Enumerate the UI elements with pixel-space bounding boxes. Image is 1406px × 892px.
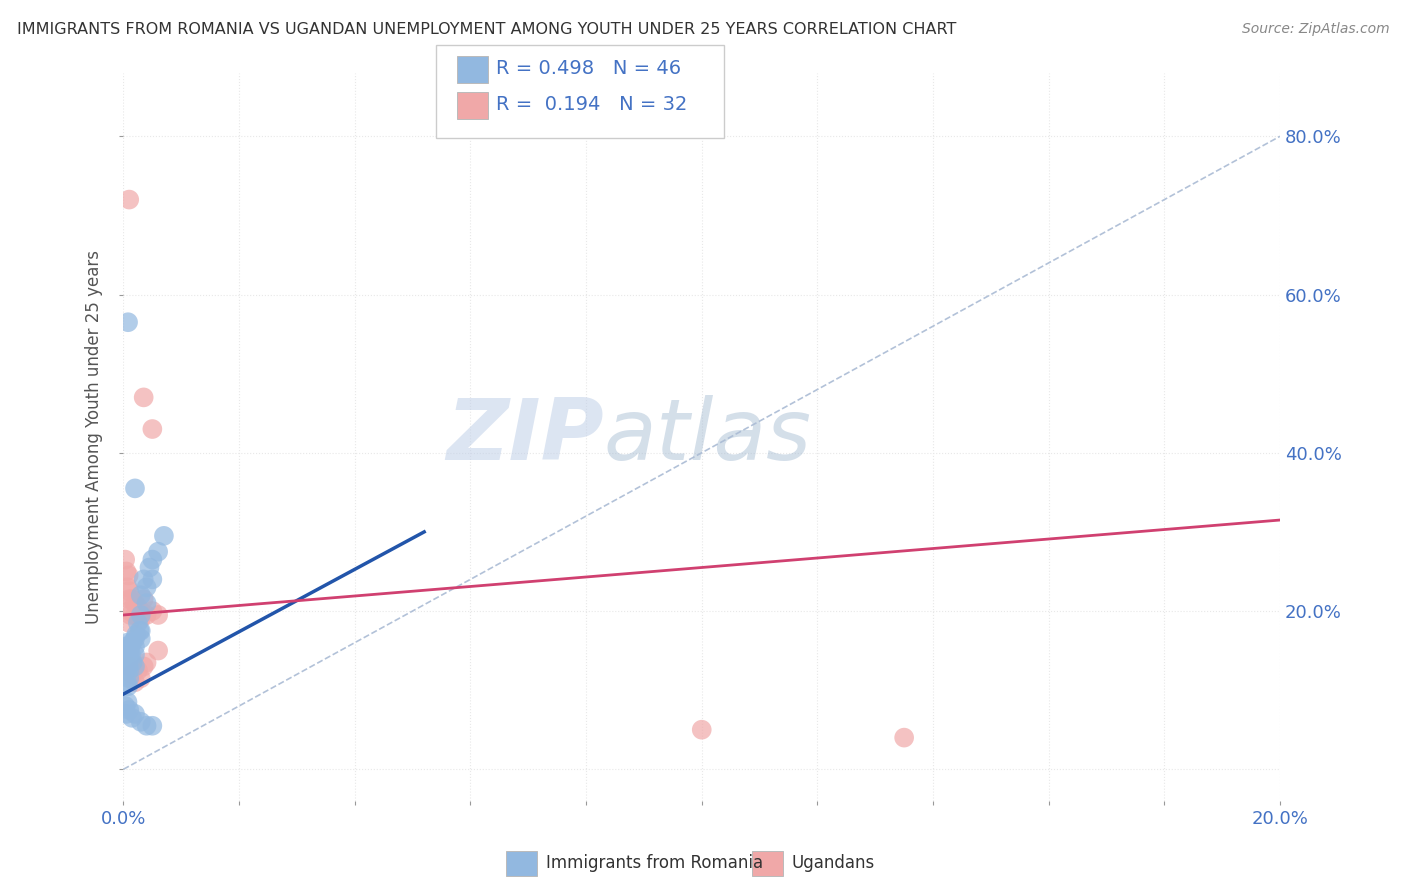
Point: [115, 648, 138, 662]
Point: [135, 607, 157, 622]
Point: [120, 648, 142, 662]
Point: [141, 552, 163, 566]
Point: [118, 604, 141, 618]
Point: [117, 568, 139, 582]
Point: [128, 624, 150, 638]
Text: Ugandans: Ugandans: [792, 854, 875, 871]
Point: [117, 315, 139, 329]
Point: [135, 719, 157, 733]
Point: [124, 607, 146, 622]
Point: [124, 640, 146, 654]
Point: [153, 529, 176, 543]
Point: [118, 651, 141, 665]
Point: [690, 723, 713, 737]
Text: Source: ZipAtlas.com: Source: ZipAtlas.com: [1241, 22, 1389, 37]
Point: [118, 671, 141, 685]
Point: [129, 588, 152, 602]
Point: [121, 592, 143, 607]
Point: [141, 422, 163, 436]
Point: [117, 635, 139, 649]
Point: [124, 482, 146, 496]
Point: [115, 675, 138, 690]
Point: [132, 592, 155, 607]
Point: [135, 580, 157, 594]
Point: [121, 667, 143, 681]
Point: [117, 679, 139, 693]
Point: [114, 552, 136, 566]
Point: [121, 635, 143, 649]
Point: [124, 632, 146, 646]
Point: [118, 643, 141, 657]
Point: [146, 607, 169, 622]
Point: [124, 648, 146, 662]
Point: [114, 640, 136, 654]
Point: [124, 706, 146, 721]
Point: [132, 390, 155, 404]
Point: [121, 711, 143, 725]
Point: [118, 615, 141, 630]
Text: IMMIGRANTS FROM ROMANIA VS UGANDAN UNEMPLOYMENT AMONG YOUTH UNDER 25 YEARS CORRE: IMMIGRANTS FROM ROMANIA VS UGANDAN UNEMP…: [17, 22, 956, 37]
Point: [125, 628, 148, 642]
Point: [146, 643, 169, 657]
Point: [115, 706, 138, 721]
Point: [120, 607, 142, 622]
Point: [114, 698, 136, 713]
Point: [129, 607, 152, 622]
Point: [146, 544, 169, 558]
Point: [129, 714, 152, 729]
Point: [135, 656, 157, 670]
Point: [118, 703, 141, 717]
Point: [117, 695, 139, 709]
Point: [129, 624, 152, 638]
Point: [141, 719, 163, 733]
Point: [121, 656, 143, 670]
Point: [132, 659, 155, 673]
Point: [120, 640, 142, 654]
Point: [141, 604, 163, 618]
Point: [118, 659, 141, 673]
Point: [118, 592, 141, 607]
Point: [117, 659, 139, 673]
Point: [141, 573, 163, 587]
Point: [127, 615, 149, 630]
Point: [893, 731, 915, 745]
Point: [114, 664, 136, 678]
Text: Immigrants from Romania: Immigrants from Romania: [546, 854, 762, 871]
Point: [118, 193, 141, 207]
Point: [118, 664, 141, 678]
Point: [135, 596, 157, 610]
Point: [132, 573, 155, 587]
Point: [129, 671, 152, 685]
Point: [118, 584, 141, 599]
Text: R =  0.194   N = 32: R = 0.194 N = 32: [496, 95, 688, 114]
Text: atlas: atlas: [603, 395, 811, 478]
Point: [124, 675, 146, 690]
Point: [115, 565, 138, 579]
Point: [129, 632, 152, 646]
Text: R = 0.498   N = 46: R = 0.498 N = 46: [496, 59, 682, 78]
Point: [114, 656, 136, 670]
Point: [129, 604, 152, 618]
Point: [129, 612, 152, 626]
Point: [138, 560, 160, 574]
Point: [127, 600, 149, 615]
Point: [124, 596, 146, 610]
Point: [127, 664, 149, 678]
Y-axis label: Unemployment Among Youth under 25 years: Unemployment Among Youth under 25 years: [86, 250, 103, 624]
Point: [117, 580, 139, 594]
Point: [124, 659, 146, 673]
Text: ZIP: ZIP: [446, 395, 603, 478]
